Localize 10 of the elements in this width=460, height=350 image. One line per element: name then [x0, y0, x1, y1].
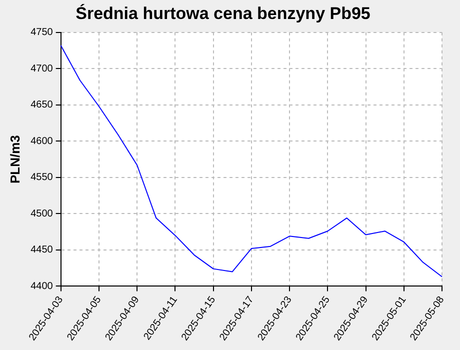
y-tick-label: 4400 [30, 280, 54, 292]
chart-title: Średnia hurtowa cena benzyny Pb95 [76, 2, 370, 23]
y-tick-label: 4700 [30, 63, 54, 74]
y-tick-label: 4500 [30, 208, 54, 220]
y-tick-label: 4750 [30, 27, 54, 38]
y-tick-label: 4450 [30, 244, 54, 256]
y-tick-label: 4650 [30, 100, 54, 111]
y-axis-title: PLN/m3 [7, 135, 22, 184]
y-tick-label: 4550 [30, 172, 54, 184]
y-tick-label: 4600 [30, 136, 54, 147]
